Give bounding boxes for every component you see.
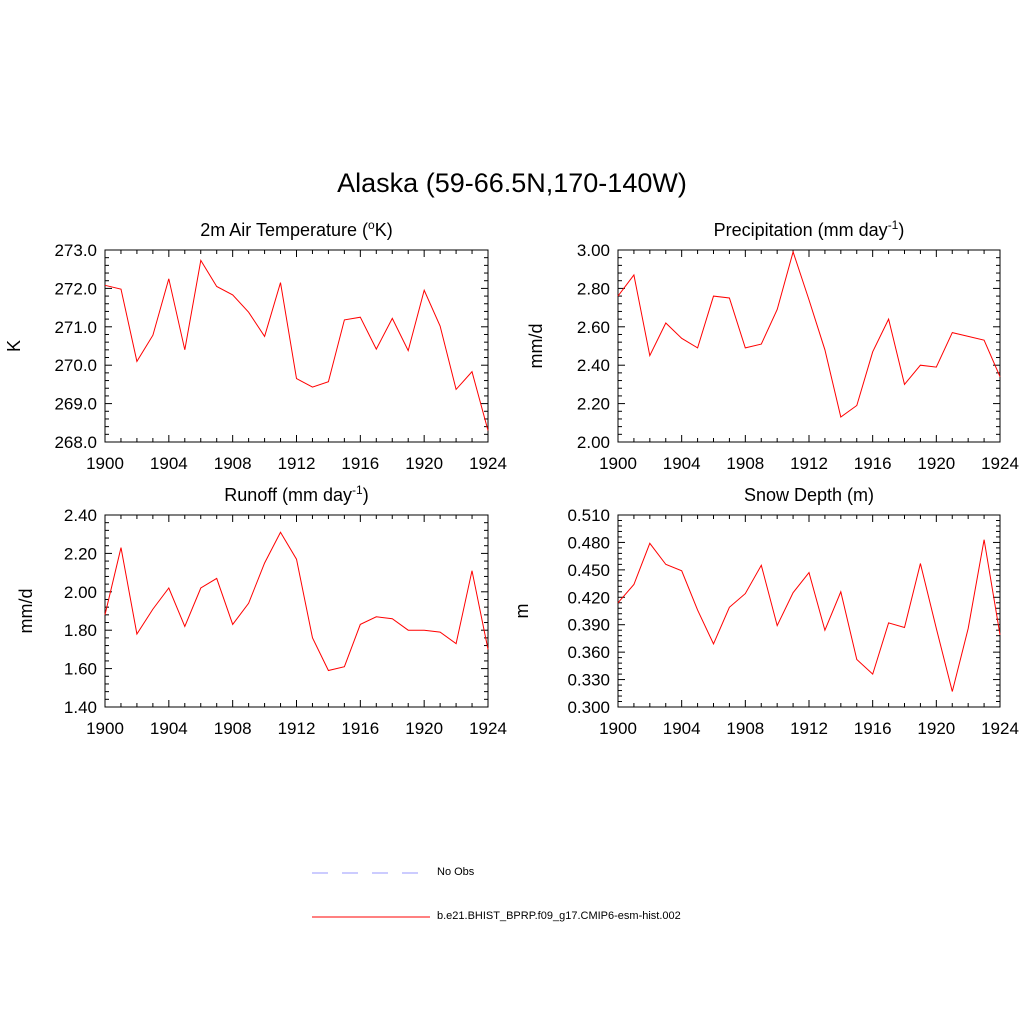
- x-tick-label: 1912: [790, 454, 828, 473]
- x-tick-label: 1916: [854, 454, 892, 473]
- y-tick-label: 271.0: [54, 318, 97, 337]
- x-tick-label: 1904: [663, 719, 701, 738]
- series-line-runoff: [104, 531, 489, 672]
- y-tick-label: 1.40: [64, 698, 97, 717]
- y-tick-label: 270.0: [54, 356, 97, 375]
- series-line-snow-depth: [617, 539, 1001, 692]
- y-axis-label: mm/d: [16, 589, 36, 634]
- y-tick-label: 0.360: [567, 643, 610, 662]
- x-tick-label: 1920: [917, 454, 955, 473]
- y-tick-label: 0.300: [567, 698, 610, 717]
- y-tick-label: 0.510: [567, 506, 610, 525]
- y-tick-label: 0.390: [567, 616, 610, 635]
- y-axis-label: mm/d: [526, 324, 546, 369]
- panel-title: Precipitation (mm day-1): [714, 218, 905, 240]
- x-tick-label: 1916: [854, 719, 892, 738]
- y-tick-label: 2.60: [577, 318, 610, 337]
- x-tick-label: 1908: [726, 719, 764, 738]
- x-tick-label: 1900: [86, 719, 124, 738]
- panel-precipitation: 1900 1904 1908 1912 1916 1920 1924 2.00 2.20 2.40…: [526, 218, 1019, 473]
- x-tick-label: 1900: [86, 454, 124, 473]
- y-tick-label: 0.420: [567, 588, 610, 607]
- y-axis-label: m: [512, 604, 532, 619]
- series-line-precipitation: [617, 250, 1001, 418]
- x-tick-label: 1916: [341, 719, 379, 738]
- plot-frame: [617, 514, 1001, 708]
- figure-title: Alaska (59-66.5N,170-140W): [337, 168, 687, 198]
- series-line-temperature: [104, 259, 489, 431]
- y-tick-label: 268.0: [54, 433, 97, 452]
- y-tick-label: 2.00: [64, 583, 97, 602]
- legend-label-no-obs: No Obs: [437, 866, 475, 878]
- x-tick-label: 1924: [469, 719, 507, 738]
- y-tick-label: 2.20: [64, 544, 97, 563]
- x-tick-label: 1904: [663, 454, 701, 473]
- legend-label-model: b.e21.BHIST_BPRP.f09_g17.CMIP6-esm-hist.…: [437, 910, 681, 922]
- y-tick-label: 2.20: [577, 395, 610, 414]
- y-tick-label: 273.0: [54, 241, 97, 260]
- panel-snow-depth: 1900 1904 1908 1912 1916 1920 1924 0.300 0.330 0.…: [512, 485, 1019, 738]
- x-tick-label: 1908: [726, 454, 764, 473]
- x-tick-label: 1908: [214, 719, 252, 738]
- x-tick-label: 1924: [981, 719, 1019, 738]
- x-tick-label: 1900: [599, 719, 637, 738]
- x-tick-label: 1912: [790, 719, 828, 738]
- x-tick-label: 1900: [599, 454, 637, 473]
- plot-frame: [104, 249, 489, 443]
- panel-title: Runoff (mm day-1): [224, 483, 368, 505]
- y-tick-label: 272.0: [54, 279, 97, 298]
- x-tick-label: 1920: [405, 719, 443, 738]
- x-tick-label: 1904: [150, 719, 188, 738]
- y-tick-label: 2.40: [577, 356, 610, 375]
- plot-frame: [617, 249, 1001, 443]
- panel-temperature: 1900 1904 1908 1912 1916 1920 1924 268.0 269.0 27…: [4, 218, 507, 473]
- y-tick-label: 1.80: [64, 621, 97, 640]
- x-tick-label: 1920: [917, 719, 955, 738]
- y-tick-label: 0.480: [567, 533, 610, 552]
- x-tick-label: 1924: [981, 454, 1019, 473]
- y-tick-label: 0.450: [567, 561, 610, 580]
- x-tick-label: 1920: [405, 454, 443, 473]
- x-tick-label: 1908: [214, 454, 252, 473]
- y-tick-label: 3.00: [577, 241, 610, 260]
- x-tick-label: 1912: [278, 454, 316, 473]
- panel-runoff: 1900 1904 1908 1912 1916 1920 1924 1.40 1.60 1.80…: [16, 483, 507, 738]
- y-axis-label: K: [4, 340, 24, 352]
- y-tick-label: 2.00: [577, 433, 610, 452]
- x-tick-label: 1924: [469, 454, 507, 473]
- y-tick-label: 1.60: [64, 660, 97, 679]
- panel-title: Snow Depth (m): [744, 485, 874, 505]
- y-tick-label: 2.80: [577, 279, 610, 298]
- plot-frame: [104, 514, 489, 708]
- x-tick-label: 1916: [341, 454, 379, 473]
- y-tick-label: 269.0: [54, 395, 97, 414]
- x-tick-label: 1904: [150, 454, 188, 473]
- y-tick-label: 2.40: [64, 506, 97, 525]
- x-tick-label: 1912: [278, 719, 316, 738]
- panel-title: 2m Air Temperature (oK): [200, 218, 392, 240]
- y-tick-label: 0.330: [567, 671, 610, 690]
